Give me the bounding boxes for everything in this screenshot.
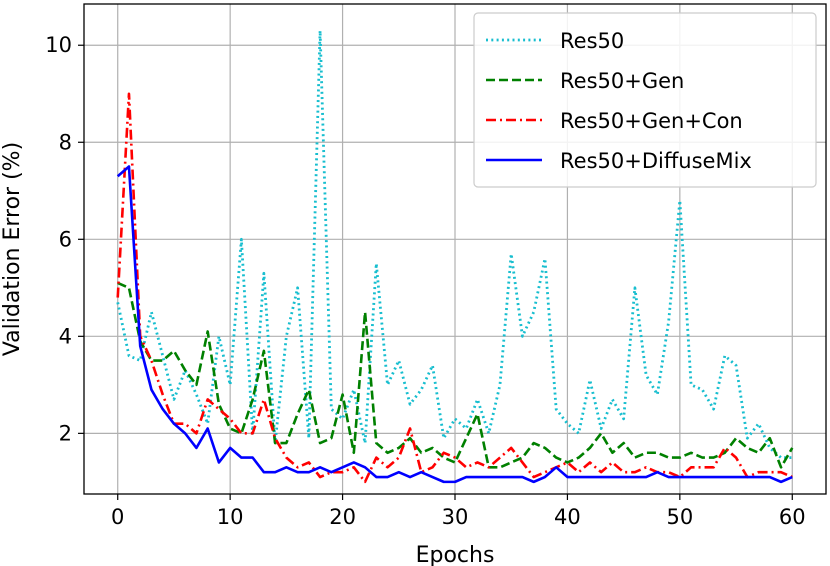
x-tick-label: 0: [111, 505, 124, 529]
x-axis-label: Epochs: [416, 543, 495, 566]
legend: Res50 Res50+Gen Res50+Gen+Con Res50+Diffuse…: [473, 12, 817, 188]
x-tick-label: 10: [217, 505, 244, 529]
y-axis-label: Validation Error (%): [0, 142, 25, 356]
series-layer: [116, 29, 794, 484]
legend-label: Res50: [560, 29, 624, 53]
series-line-res50-gen-con: [116, 92, 793, 484]
y-tick-label: 4: [59, 324, 72, 348]
y-tick-label: 8: [59, 130, 72, 154]
series-line-res50-gen: [117, 281, 794, 469]
series-line-res50-diffusemix: [116, 165, 793, 484]
y-tick-label: 2: [59, 421, 72, 445]
x-tick-label: 60: [779, 505, 806, 529]
x-tick-label: 50: [666, 505, 693, 529]
x-tick-label: 30: [442, 505, 469, 529]
legend-box: [473, 12, 817, 188]
x-tick-label: 40: [554, 505, 581, 529]
legend-label: Res50+Gen: [560, 69, 684, 93]
legend-label: Res50+DiffuseMix: [560, 149, 752, 173]
y-tick-label: 6: [59, 227, 72, 251]
y-tick-label: 10: [45, 33, 72, 57]
axis-ticks: 0 10 20 30 40 50 60 2 4 6 8 10: [45, 33, 805, 529]
x-tick-label: 20: [329, 505, 356, 529]
legend-label: Res50+Gen+Con: [560, 109, 743, 133]
